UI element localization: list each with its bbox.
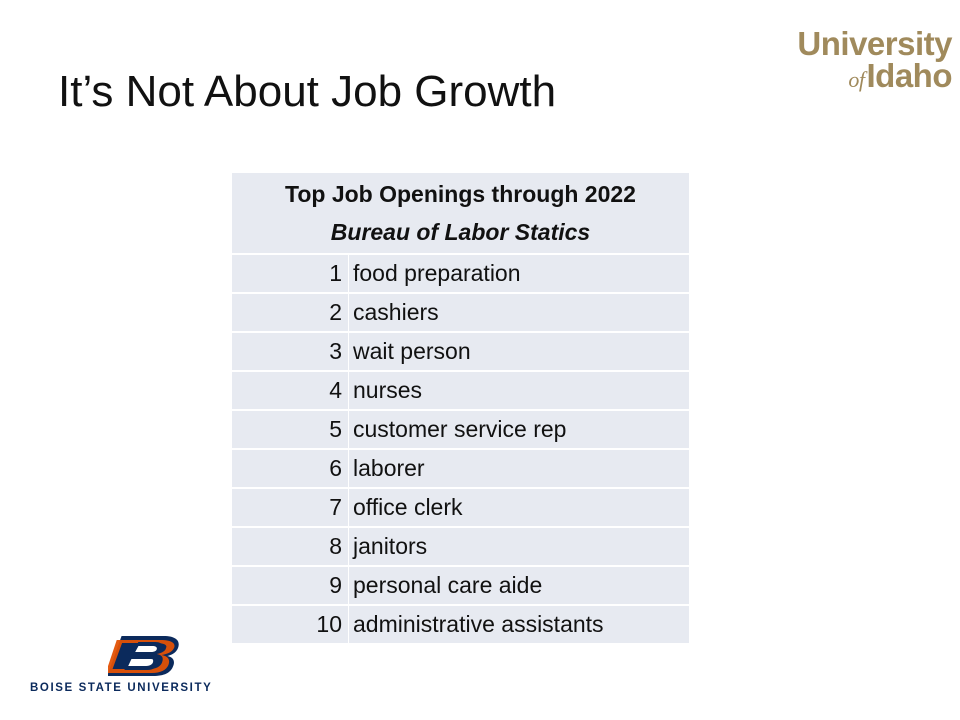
- job-title-cell: laborer: [348, 448, 689, 488]
- job-title-cell: customer service rep: [348, 409, 689, 449]
- table-row: 2 cashiers: [232, 292, 689, 332]
- table-row: 3 wait person: [232, 331, 689, 371]
- table-row: 9 personal care aide: [232, 565, 689, 605]
- job-openings-table: Top Job Openings through 2022 Bureau of …: [232, 173, 689, 643]
- table-row: 6 laborer: [232, 448, 689, 488]
- job-title-cell: office clerk: [348, 487, 689, 527]
- table-title: Top Job Openings through 2022: [285, 181, 636, 207]
- rank-cell: 5: [232, 409, 349, 449]
- rank-cell: 4: [232, 370, 349, 410]
- table-header-row: Top Job Openings through 2022 Bureau of …: [232, 173, 689, 255]
- uidaho-logo-of: of: [848, 67, 865, 92]
- bsu-b-logo-icon: [108, 636, 179, 676]
- uidaho-logo-line2: ofIdaho: [848, 58, 952, 98]
- table-row: 1 food preparation: [232, 253, 689, 293]
- rank-cell: 10: [232, 604, 349, 643]
- table-row: 10 administrative assistants: [232, 604, 689, 643]
- table-row: 8 janitors: [232, 526, 689, 566]
- rank-cell: 3: [232, 331, 349, 371]
- bsu-wordmark: BOISE STATE UNIVERSITY: [30, 682, 213, 694]
- table-body: 1 food preparation 2 cashiers 3 wait per…: [232, 253, 689, 643]
- rank-cell: 9: [232, 565, 349, 605]
- rank-cell: 8: [232, 526, 349, 566]
- job-title-cell: administrative assistants: [348, 604, 689, 643]
- rank-cell: 2: [232, 292, 349, 332]
- job-title-cell: cashiers: [348, 292, 689, 332]
- job-title-cell: personal care aide: [348, 565, 689, 605]
- job-title-cell: nurses: [348, 370, 689, 410]
- uidaho-logo-idaho: Idaho: [866, 57, 953, 94]
- job-title-cell: janitors: [348, 526, 689, 566]
- slide-title: It’s Not About Job Growth: [58, 67, 557, 116]
- rank-cell: 7: [232, 487, 349, 527]
- uidaho-logo-line1: University: [797, 25, 952, 62]
- job-title-cell: wait person: [348, 331, 689, 371]
- rank-cell: 1: [232, 253, 349, 293]
- table-row: 7 office clerk: [232, 487, 689, 527]
- university-of-idaho-logo: University ofIdaho: [797, 25, 952, 94]
- table-row: 4 nurses: [232, 370, 689, 410]
- table-subtitle: Bureau of Labor Statics: [330, 219, 591, 245]
- table-header: Top Job Openings through 2022 Bureau of …: [232, 173, 689, 255]
- job-title-cell: food preparation: [348, 253, 689, 293]
- rank-cell: 6: [232, 448, 349, 488]
- table-row: 5 customer service rep: [232, 409, 689, 449]
- boise-state-university-logo: BOISE STATE UNIVERSITY: [30, 634, 226, 694]
